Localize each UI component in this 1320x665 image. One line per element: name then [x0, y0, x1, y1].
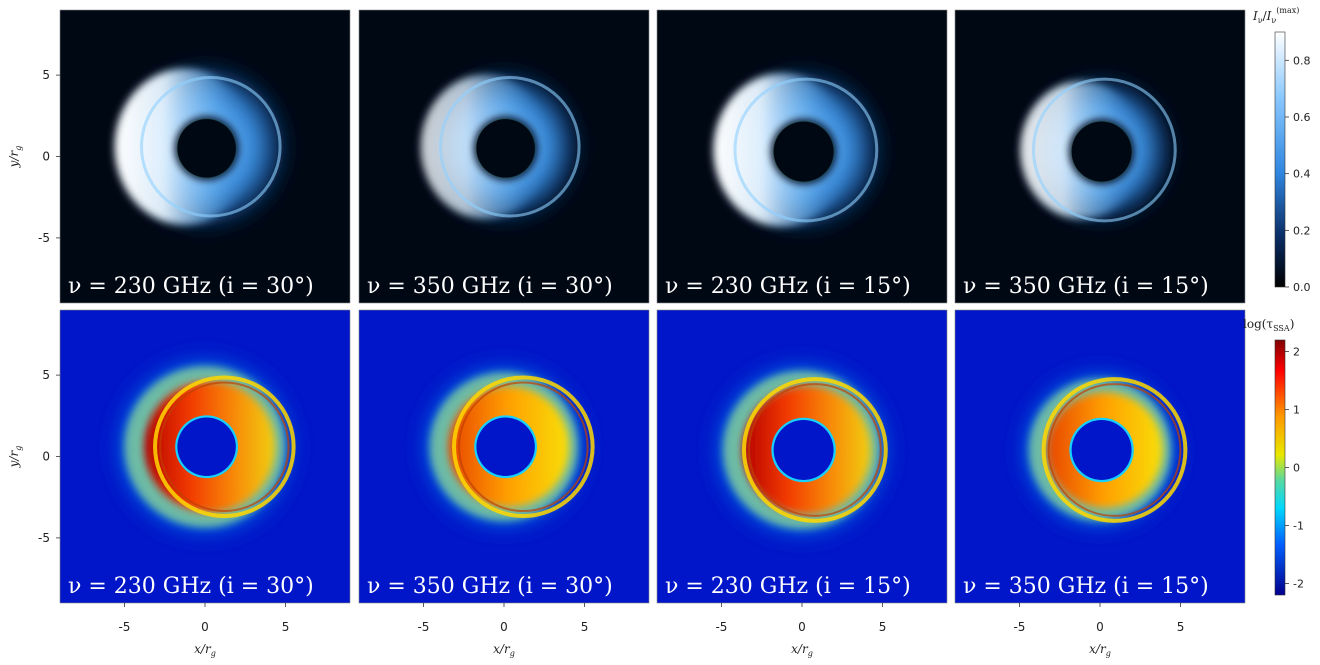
y-tick-label: -5	[38, 531, 50, 545]
panel-optical-depth-4: ν = 350 GHz (i = 15°)	[954, 309, 1246, 604]
x-tick-label: 0	[201, 620, 209, 634]
y-axis-label: y/rg	[7, 446, 23, 469]
x-tick-label: 5	[581, 620, 589, 634]
panel-label: ν = 350 GHz (i = 15°)	[963, 574, 1209, 599]
photon-ring	[452, 375, 595, 519]
x-tick-label: -5	[417, 620, 429, 634]
colorbar-tick-label: -1	[1293, 519, 1304, 532]
panel-label: ν = 230 GHz (i = 30°)	[68, 274, 314, 299]
photon-ring	[1031, 77, 1177, 223]
photon-ring	[439, 75, 581, 218]
panel-intensity-2: ν = 350 GHz (i = 30°)	[358, 9, 650, 304]
colorbar-strip	[1274, 339, 1286, 596]
panel-label: ν = 350 GHz (i = 15°)	[963, 274, 1209, 299]
photon-ring	[1041, 377, 1188, 523]
y-tick-label: -5	[38, 231, 50, 245]
photon-ring-inner	[1047, 383, 1182, 517]
x-tick-label: -5	[715, 620, 727, 634]
x-axis-label: x/rg	[194, 642, 216, 658]
x-tick-label: 5	[879, 620, 887, 634]
panel-label: ν = 230 GHz (i = 15°)	[665, 274, 911, 299]
panel-intensity-4: ν = 350 GHz (i = 15°)	[954, 9, 1246, 304]
colorbar-tick-label: 0.4	[1293, 168, 1311, 181]
shadow	[1071, 420, 1132, 480]
x-tick-label: -5	[1013, 620, 1025, 634]
shadow	[476, 417, 535, 476]
x-tick-label: 0	[500, 620, 508, 634]
panel-intensity-1: ν = 230 GHz (i = 30°)	[59, 9, 351, 304]
panel-label: ν = 230 GHz (i = 30°)	[68, 574, 314, 599]
panel-frame	[954, 9, 1246, 304]
panel-label: ν = 350 GHz (i = 30°)	[367, 574, 613, 599]
shadow-core	[476, 119, 535, 178]
y-tick-label: 0	[42, 150, 50, 164]
y-axis-label: y/rg	[7, 146, 23, 169]
panels-layer: ν = 230 GHz (i = 30°) ν = 350 GHz (i = 30…	[59, 9, 1246, 604]
colorbar-tick-label: 2	[1293, 346, 1300, 359]
x-tick-label: 5	[1177, 620, 1185, 634]
x-tick-label: 0	[798, 620, 806, 634]
x-tick-label: -5	[118, 620, 130, 634]
panel-label: ν = 350 GHz (i = 30°)	[367, 274, 613, 299]
colorbar-intensity: 0.0 0.2 0.4 0.6 0.8 Iν/Iν(max)	[1252, 6, 1311, 294]
photon-ring	[742, 377, 888, 523]
shadow	[177, 417, 236, 476]
colorbar-tick-label: 0	[1293, 462, 1300, 475]
shadow	[773, 420, 834, 480]
photon-ring	[153, 375, 296, 519]
shadow-core	[177, 119, 236, 178]
shadow-core	[773, 121, 834, 182]
x-axis-label: x/rg	[791, 642, 813, 658]
y-tick-label: 5	[42, 68, 50, 82]
panel-optical-depth-1: ν = 230 GHz (i = 30°)	[59, 309, 351, 604]
colorbar-tick-label: 0.0	[1293, 281, 1311, 294]
colorbar-tick-label: 0.6	[1293, 111, 1311, 124]
colorbar-label: log(τSSA)	[1243, 317, 1294, 333]
panel-frame	[358, 9, 650, 304]
panel-optical-depth-3: ν = 230 GHz (i = 15°)	[656, 309, 948, 604]
colorbar-tick-label: 1	[1293, 404, 1300, 417]
colorbar-label: Iν/Iν(max)	[1252, 6, 1299, 25]
panel-intensity-3: ν = 230 GHz (i = 15°)	[656, 9, 948, 304]
x-tick-label: 0	[1096, 620, 1104, 634]
x-axis-label: x/rg	[1089, 642, 1111, 658]
colorbar-optical-depth: 2 1 0 -1 -2 log(τSSA)	[1243, 317, 1304, 596]
shadow-core	[1071, 121, 1132, 182]
y-tick-label: 0	[42, 450, 50, 464]
photon-ring-inner	[458, 381, 589, 513]
axes-layer: 5 0 -5 y/rg 5 0 -5 y/rg -5 0 5 x/rg -5 0 5 x/rg -5 0 5 x/rg…	[7, 68, 1184, 658]
panel-optical-depth-2: ν = 350 GHz (i = 30°)	[358, 309, 650, 604]
y-tick-label: 5	[42, 368, 50, 382]
panel-frame	[656, 9, 948, 304]
photon-ring	[733, 77, 879, 223]
photon-ring-inner	[159, 381, 290, 513]
colorbar-strip	[1274, 31, 1286, 288]
panel-label: ν = 230 GHz (i = 15°)	[665, 574, 911, 599]
colorbar-tick-label: -2	[1293, 577, 1304, 590]
colorbar-tick-label: 0.2	[1293, 224, 1311, 237]
colorbars-layer: 0.0 0.2 0.4 0.6 0.8 Iν/Iν(max) 2 1 0 -1 -2 log(τSSA…	[1243, 6, 1311, 596]
x-tick-label: 5	[282, 620, 290, 634]
colorbar-tick-label: 0.8	[1293, 54, 1311, 67]
photon-ring	[140, 75, 282, 218]
photon-ring-inner	[748, 383, 882, 517]
x-axis-label: x/rg	[493, 642, 515, 658]
